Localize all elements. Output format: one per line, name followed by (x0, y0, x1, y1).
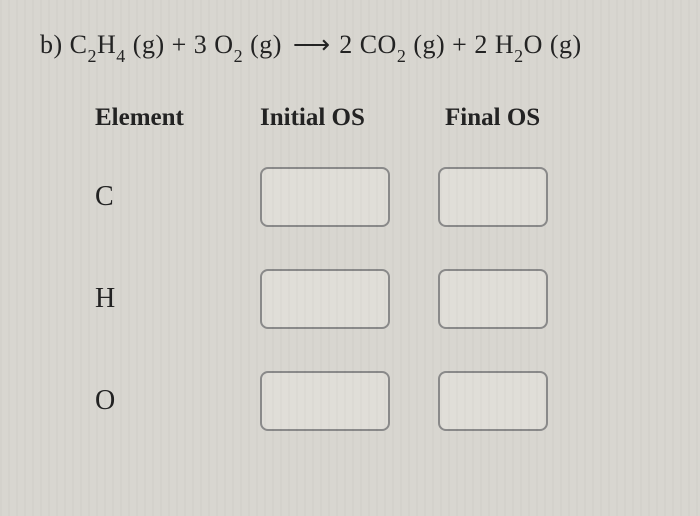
product2-phase: (g) (550, 30, 582, 59)
product1-co: CO (360, 30, 397, 59)
table-header-row: Element Initial OS Final OS (95, 104, 660, 132)
final-os-input-o[interactable] (438, 371, 548, 431)
plus1: + (172, 30, 187, 59)
coef3: 2 (339, 30, 353, 59)
element-label-o: O (95, 385, 260, 417)
part-label: b) (40, 30, 63, 59)
product1-phase: (g) (413, 30, 445, 59)
coef4: 2 (474, 30, 488, 59)
header-initial: Initial OS (260, 104, 445, 132)
table-row: O (95, 371, 660, 431)
table-row: C (95, 167, 660, 227)
coef2: 3 (194, 30, 208, 59)
element-label-c: C (95, 181, 260, 213)
element-label-h: H (95, 283, 260, 315)
plus2: + (452, 30, 467, 59)
initial-os-input-h[interactable] (260, 269, 390, 329)
product2-o: O (524, 30, 543, 59)
reactant2-o: O (214, 30, 233, 59)
reactant2-sub1: 2 (234, 46, 244, 66)
table-row: H (95, 269, 660, 329)
reactant1-c: C (70, 30, 88, 59)
arrow: ⟶ (293, 30, 328, 60)
header-final: Final OS (445, 104, 595, 132)
reactant1-sub2: 4 (116, 46, 126, 66)
oxidation-state-table: Element Initial OS Final OS C H O (95, 104, 660, 431)
reactant1-phase: (g) (133, 30, 165, 59)
reactant2-phase: (g) (250, 30, 282, 59)
product2-h: H (495, 30, 514, 59)
final-os-input-c[interactable] (438, 167, 548, 227)
header-element: Element (95, 104, 260, 132)
product1-sub1: 2 (397, 46, 407, 66)
chemical-equation: b) C2H4 (g) + 3 O2 (g) ⟶ 2 CO2 (g) + 2 H… (40, 30, 660, 64)
reactant1-h: H (97, 30, 116, 59)
product2-sub1: 2 (514, 46, 524, 66)
initial-os-input-o[interactable] (260, 371, 390, 431)
final-os-input-h[interactable] (438, 269, 548, 329)
reactant1-sub1: 2 (88, 46, 98, 66)
initial-os-input-c[interactable] (260, 167, 390, 227)
